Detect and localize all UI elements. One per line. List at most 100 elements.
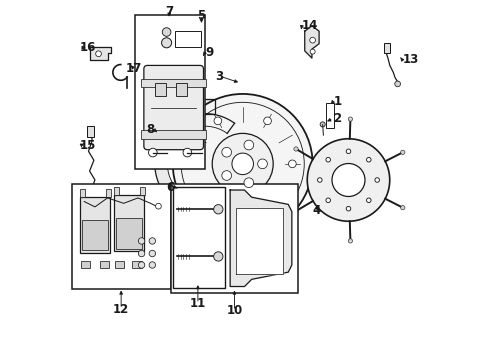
Circle shape <box>176 185 185 195</box>
Bar <box>176 84 186 96</box>
Circle shape <box>183 148 191 157</box>
Bar <box>81 261 90 268</box>
Circle shape <box>138 238 144 244</box>
Text: 15: 15 <box>80 139 96 152</box>
Circle shape <box>346 206 350 211</box>
Circle shape <box>214 203 221 211</box>
FancyBboxPatch shape <box>143 66 203 150</box>
Circle shape <box>231 153 253 175</box>
Circle shape <box>317 178 322 182</box>
Text: 17: 17 <box>126 62 142 75</box>
Circle shape <box>172 94 312 234</box>
Circle shape <box>149 250 155 257</box>
Circle shape <box>244 178 253 188</box>
Polygon shape <box>202 99 215 114</box>
Text: 10: 10 <box>226 305 242 318</box>
Circle shape <box>347 117 352 121</box>
Bar <box>141 78 206 87</box>
Bar <box>174 31 201 47</box>
Text: 2: 2 <box>333 112 341 125</box>
Polygon shape <box>304 26 319 58</box>
Polygon shape <box>89 47 111 60</box>
Circle shape <box>293 209 298 213</box>
Circle shape <box>162 28 170 36</box>
Circle shape <box>149 262 155 268</box>
Circle shape <box>138 262 144 268</box>
Circle shape <box>347 239 352 243</box>
Circle shape <box>149 238 155 244</box>
Bar <box>106 189 111 197</box>
Circle shape <box>257 159 267 169</box>
Bar <box>89 207 94 214</box>
Text: 16: 16 <box>80 41 96 54</box>
Bar <box>383 42 389 53</box>
Circle shape <box>213 252 223 261</box>
Bar <box>114 187 119 195</box>
Text: 7: 7 <box>165 5 173 18</box>
Circle shape <box>214 117 221 125</box>
Bar <box>81 220 108 251</box>
Bar <box>115 261 124 268</box>
Circle shape <box>222 171 231 180</box>
Bar <box>171 184 298 293</box>
Bar <box>325 103 333 128</box>
Circle shape <box>244 140 253 150</box>
Bar <box>86 126 94 137</box>
Circle shape <box>366 198 370 203</box>
Circle shape <box>213 204 223 214</box>
Circle shape <box>346 149 350 154</box>
Circle shape <box>288 160 296 168</box>
Polygon shape <box>230 190 291 287</box>
Circle shape <box>331 163 364 197</box>
Circle shape <box>293 147 298 151</box>
Circle shape <box>212 134 273 194</box>
Text: 3: 3 <box>215 69 223 82</box>
Circle shape <box>374 178 379 182</box>
Circle shape <box>309 49 314 54</box>
Polygon shape <box>235 208 282 274</box>
Circle shape <box>96 51 101 57</box>
Bar <box>116 218 142 249</box>
Circle shape <box>325 157 330 162</box>
Bar <box>114 195 144 251</box>
Text: 9: 9 <box>204 46 213 59</box>
Circle shape <box>161 38 171 48</box>
Text: 4: 4 <box>311 204 320 217</box>
Circle shape <box>148 148 157 157</box>
Text: 14: 14 <box>301 19 318 32</box>
Bar <box>100 261 109 268</box>
Circle shape <box>263 117 271 125</box>
Text: 6: 6 <box>166 181 174 194</box>
Text: 12: 12 <box>113 303 129 316</box>
Circle shape <box>189 160 197 168</box>
Bar <box>155 84 165 96</box>
Circle shape <box>320 122 325 127</box>
Bar <box>141 130 206 139</box>
Bar <box>80 197 110 253</box>
Circle shape <box>306 139 389 221</box>
Circle shape <box>309 37 315 43</box>
Circle shape <box>400 150 404 154</box>
Text: 11: 11 <box>189 297 205 310</box>
Circle shape <box>222 147 231 157</box>
Bar <box>80 189 84 197</box>
Circle shape <box>394 81 400 87</box>
Circle shape <box>400 206 404 210</box>
Circle shape <box>160 134 169 143</box>
Circle shape <box>366 157 370 162</box>
Circle shape <box>155 203 161 209</box>
Text: 1: 1 <box>333 95 341 108</box>
Bar <box>72 184 171 289</box>
Text: 5: 5 <box>197 9 205 22</box>
Text: 8: 8 <box>145 123 154 136</box>
Circle shape <box>325 198 330 203</box>
Polygon shape <box>155 114 234 214</box>
Circle shape <box>263 203 271 211</box>
Bar <box>135 15 204 169</box>
Circle shape <box>138 250 144 257</box>
Circle shape <box>179 188 182 192</box>
Text: 13: 13 <box>402 53 418 66</box>
Bar <box>132 261 142 268</box>
Bar <box>140 187 144 195</box>
Bar <box>172 187 224 288</box>
